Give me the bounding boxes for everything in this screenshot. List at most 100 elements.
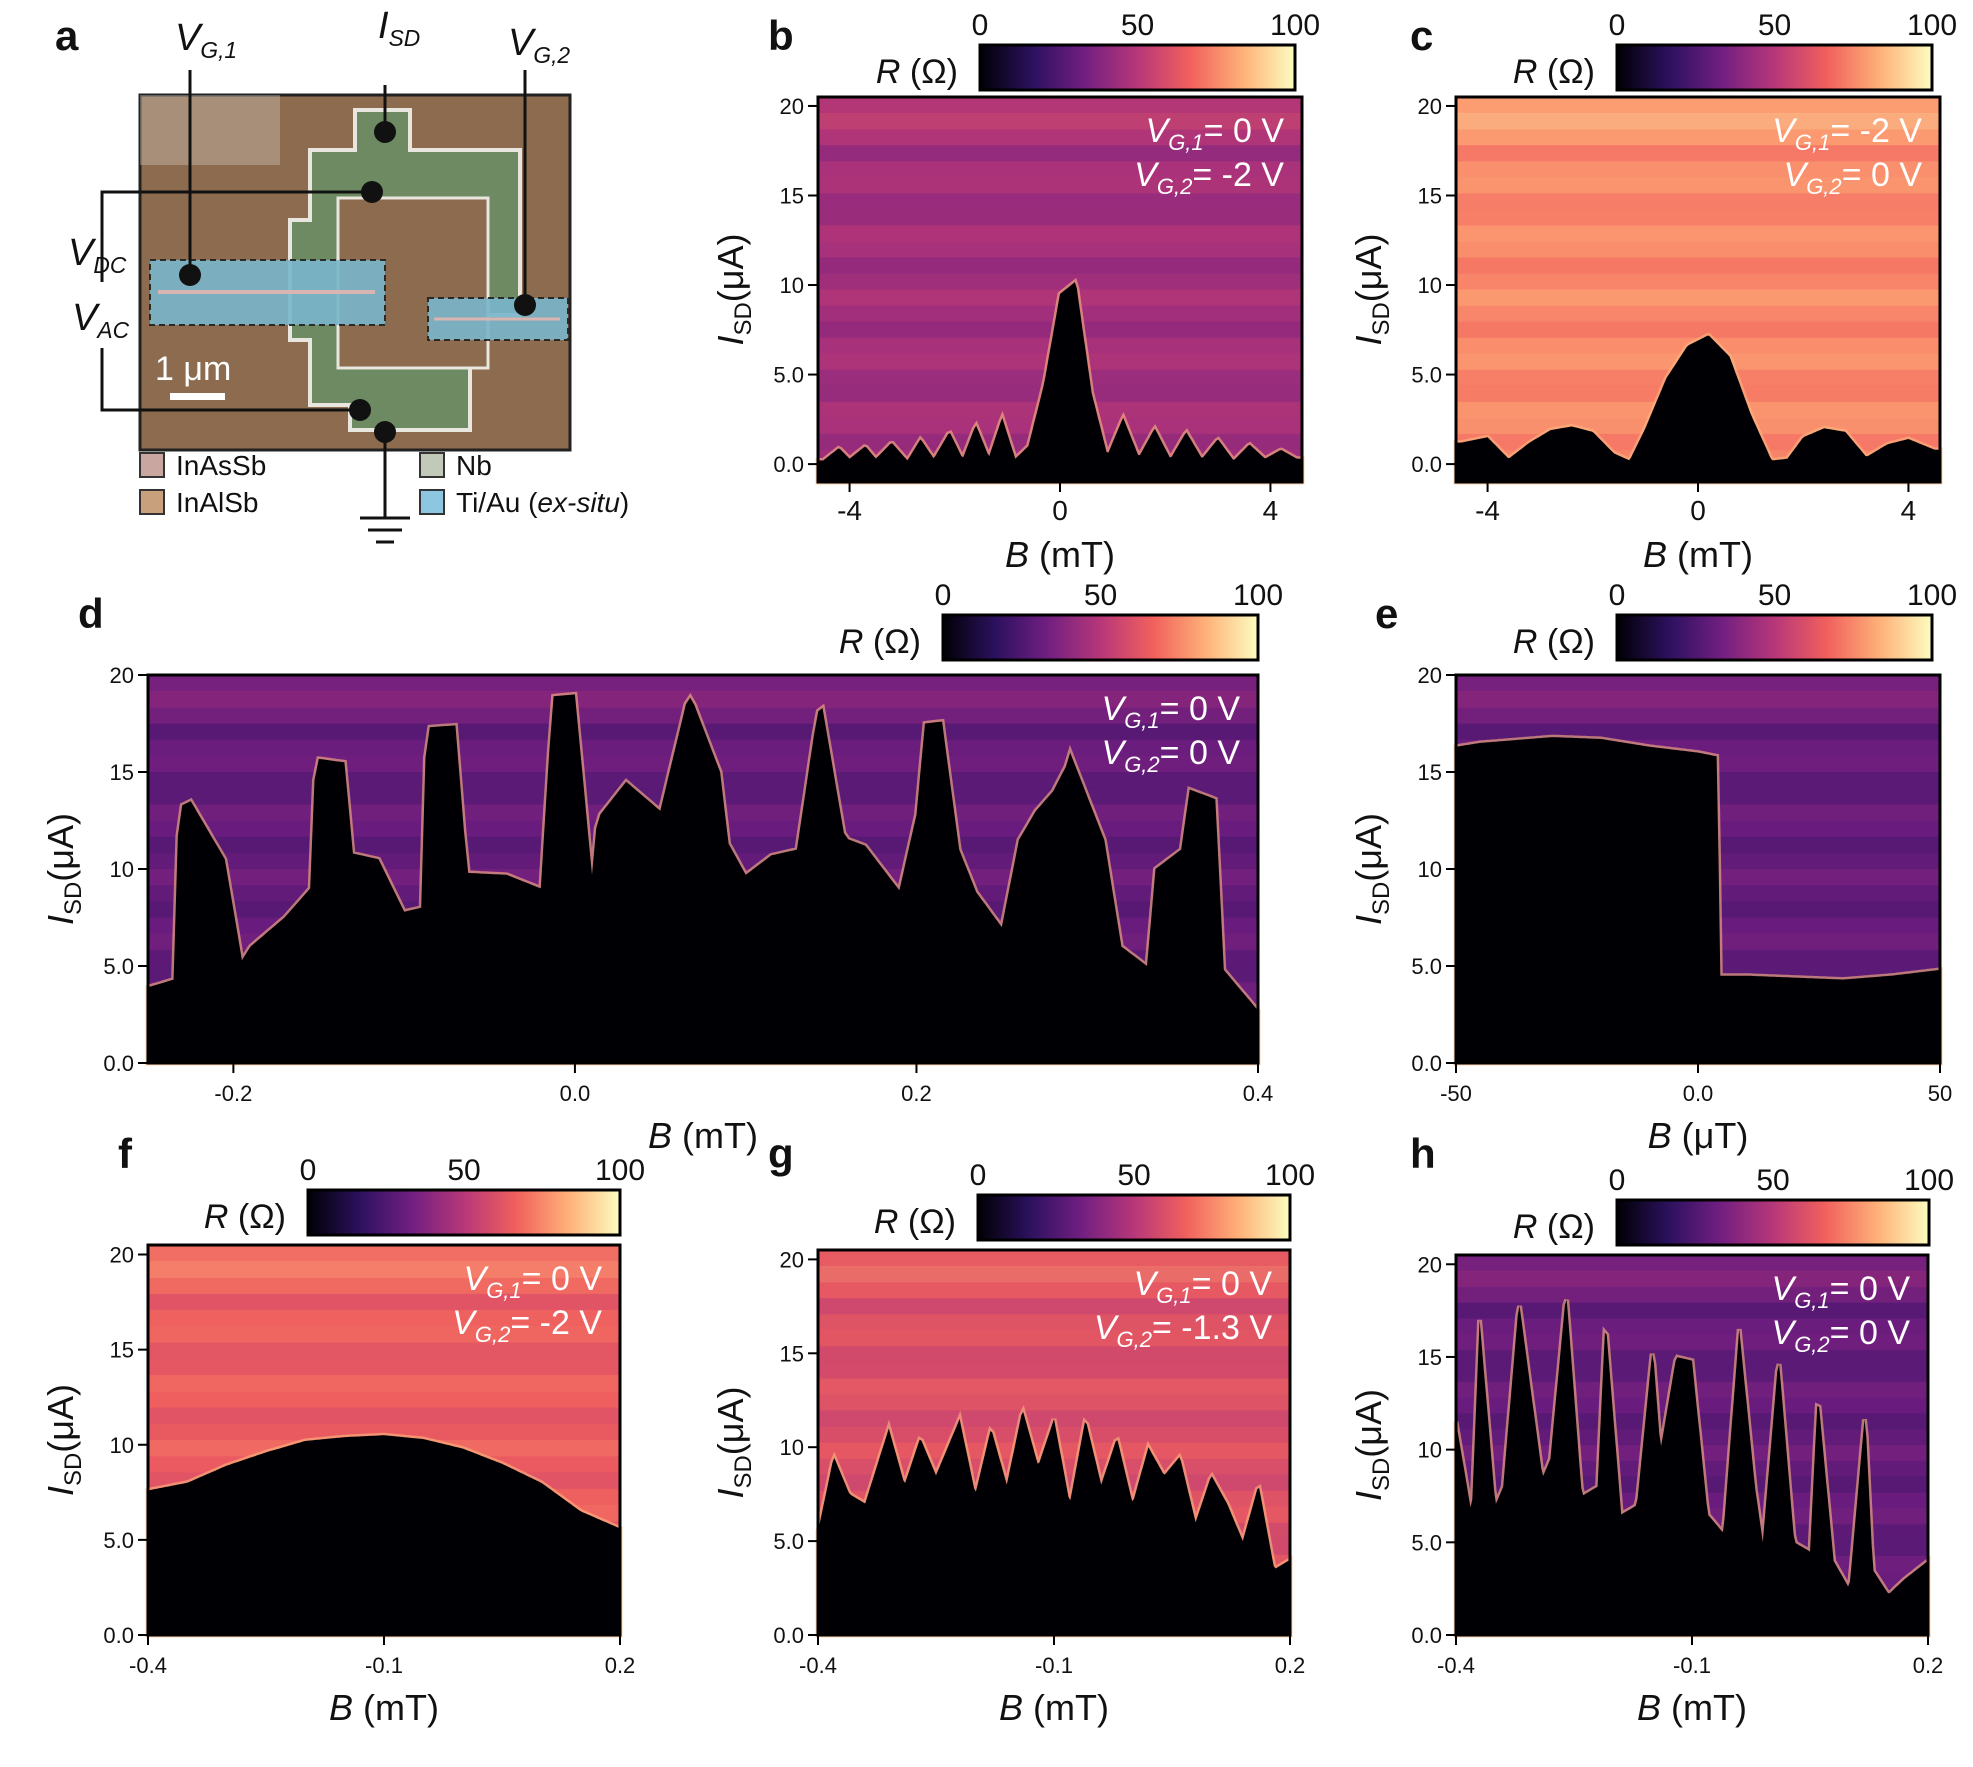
panel-letter: g [768,1130,794,1177]
ground-icon [360,516,410,544]
heatmap-band [818,177,1302,194]
superconducting-region [1456,335,1940,482]
x-tick-label: -50 [1440,1081,1472,1106]
superconducting-region [148,694,1258,1063]
x-tick-label: 0.2 [605,1653,636,1678]
heatmap-band [1456,145,1940,162]
colorbar-tick-label: 100 [1904,1164,1954,1197]
colorbar-tick-label: 50 [1084,579,1117,612]
heatmap-band [818,1330,1290,1347]
y-tick-label: 5.0 [773,1529,804,1554]
x-tick-label: 4 [1901,495,1917,526]
colorbar-tick-label: 50 [1121,9,1154,42]
label-vac: VAC [72,297,130,343]
y-tick-label: 20 [780,94,804,119]
gate-annotation: VG,1= 0 V [1102,690,1241,733]
colorbar-gradient [976,1193,1292,1242]
heatmap-band [1456,161,1940,178]
x-tick-label: 4 [1263,495,1279,526]
heatmap-band [1456,1270,1928,1288]
panel-e: -50 0.0 50 0.0 5.0 10 15 20 B (μT) ISD(μA) e 0 50 100… [1348,579,1957,1156]
colorbar-tick-label: 50 [1756,1164,1789,1197]
legend-swatch [419,452,445,478]
y-tick-label: 15 [110,760,134,785]
colorbar-label: R (Ω) [204,1198,286,1236]
y-tick-label: 0.0 [1411,452,1442,477]
legend-label: InAsSb [176,450,266,481]
colorbar-label: R (Ω) [1513,623,1595,661]
legend-label: Nb [456,450,492,481]
y-tick-label: 0.0 [773,452,804,477]
colorbar-c: 0 50 100 R (Ω) [1513,9,1957,92]
superconducting-region [148,1435,620,1635]
x-tick-label: 0 [1690,495,1706,526]
gate-annotation: VG,2= -2 V [452,1304,602,1347]
superconducting-region [1456,737,1940,1063]
panel-g: -0.4 -0.1 0.2 0.0 5.0 10 15 20 B (mT) ISD(μA) VG,1… [710,1130,1315,1728]
colorbar-label: R (Ω) [1513,1208,1595,1246]
y-tick-label: 5.0 [773,363,804,388]
heatmap-band [1456,209,1940,226]
contact-dot [179,264,201,286]
y-tick-label: 10 [780,1435,804,1460]
colorbar-label: R (Ω) [1513,53,1595,91]
superconducting-region [1456,1299,1928,1635]
y-tick-label: 10 [110,1433,134,1458]
x-tick-label: 0.4 [1243,1081,1274,1106]
y-tick-label: 15 [1418,183,1442,208]
legend-swatch [419,489,445,515]
x-tick-label: 0.0 [560,1081,591,1106]
heatmap-band [818,1266,1290,1283]
heatmap-band [148,1326,620,1343]
colorbar-tick-label: 100 [1907,579,1957,612]
panel-letter: b [768,12,794,59]
heatmap-band [148,1277,620,1295]
superconducting-region [818,1411,1290,1635]
colorbar-tick-label: 100 [595,1154,645,1187]
colorbar-tick-label: 0 [970,1159,987,1192]
heatmap-band [818,1378,1290,1395]
wire-vac [100,348,360,412]
y-tick-label: 10 [1418,1438,1442,1463]
legend-swatch [139,452,165,478]
y-tick-label: 10 [110,857,134,882]
y-tick-label: 20 [1418,1252,1442,1277]
heatmap-band [1456,1255,1928,1272]
heatmap-band [1456,305,1940,323]
y-tick-label: 0.0 [103,1623,134,1648]
y-axis-label: ISD(μA) [1348,813,1395,925]
heatmap-band [818,1362,1290,1379]
y-tick-label: 20 [110,663,134,688]
y-tick-label: 10 [1418,273,1442,298]
gate-annotation: VG,2= -2 V [1134,156,1284,199]
colorbar-tick-label: 50 [447,1154,480,1187]
y-tick-label: 15 [110,1338,134,1363]
contact-dot [374,421,396,443]
contact-dot [361,181,383,203]
colorbar-d: 0 50 100 R (Ω) [839,579,1283,662]
heatmap-band [818,129,1302,146]
y-tick-label: 15 [780,183,804,208]
y-tick-label: 0.0 [103,1051,134,1076]
heatmap-band [148,691,1258,708]
y-tick-label: 5.0 [103,954,134,979]
x-tick-label: 0.0 [1683,1081,1714,1106]
heatmap-band [148,675,1258,692]
y-tick-label: 15 [1418,760,1442,785]
panel-f: -0.4 -0.1 0.2 0.0 5.0 10 15 20 B (mT) ISD(μA) VG,1… [40,1130,645,1728]
x-tick-label: -0.4 [129,1653,167,1678]
x-tick-label: 0.2 [1913,1653,1944,1678]
heatmap-band [1456,225,1940,242]
label-vdc: VDC [68,232,127,278]
colorbar-gradient [1615,1198,1931,1247]
colorbar-tick-label: 0 [935,579,952,612]
heatmap-band [148,1245,620,1262]
heatmap-band [148,707,1258,724]
gate-annotation: VG,1= 0 V [464,1260,603,1303]
y-axis-label: ISD(μA) [710,233,757,345]
heatmap-band [1456,675,1940,692]
heatmap-band [148,1310,620,1327]
heatmap-band [148,1358,620,1376]
y-tick-label: 20 [1418,663,1442,688]
contact-dot [514,294,536,316]
